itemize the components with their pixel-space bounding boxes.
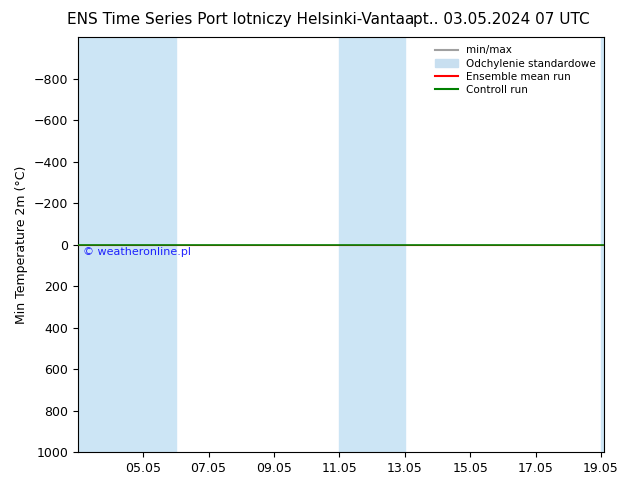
Text: ENS Time Series Port lotniczy Helsinki-Vantaa: ENS Time Series Port lotniczy Helsinki-V…: [67, 12, 415, 27]
Text: pt.. 03.05.2024 07 UTC: pt.. 03.05.2024 07 UTC: [413, 12, 589, 27]
Legend: min/max, Odchylenie standardowe, Ensemble mean run, Controll run: min/max, Odchylenie standardowe, Ensembl…: [432, 42, 599, 98]
Bar: [339, 37, 404, 452]
Y-axis label: Min Temperature 2m (°C): Min Temperature 2m (°C): [15, 166, 28, 324]
Bar: [601, 37, 633, 452]
Bar: [78, 37, 176, 452]
Text: © weatheronline.pl: © weatheronline.pl: [83, 247, 191, 257]
